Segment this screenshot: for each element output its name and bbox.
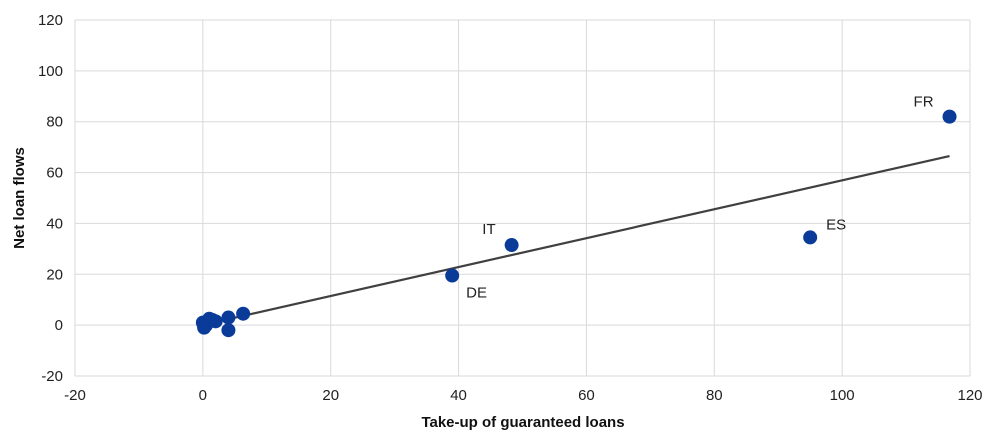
data-point [445, 268, 460, 283]
data-point [942, 109, 957, 124]
x-tick-label: 80 [706, 387, 723, 404]
x-tick-label: 40 [450, 387, 467, 404]
trend-line [202, 154, 950, 326]
x-tick-label: 20 [322, 387, 339, 404]
data-point [803, 230, 818, 245]
point-label: IT [482, 221, 495, 238]
x-tick-label: 0 [199, 387, 207, 404]
x-axis-ticks: -20 0 20 40 60 80 100 120 [64, 387, 982, 404]
y-tick-label: 100 [38, 63, 63, 80]
point-label: FR [914, 94, 934, 111]
data-point [221, 323, 236, 338]
y-tick-label: 40 [46, 215, 63, 232]
x-tick-label: 120 [957, 387, 982, 404]
x-tick-label: 60 [578, 387, 595, 404]
y-axis-ticks: -20 0 20 40 60 80 100 120 [38, 12, 63, 385]
data-point [221, 310, 236, 325]
y-tick-label: 0 [55, 317, 63, 334]
data-points [195, 109, 957, 338]
y-axis-title: Net loan flows [11, 147, 28, 249]
x-tick-label: -20 [64, 387, 86, 404]
x-axis-title: Take-up of guaranteed loans [421, 414, 624, 431]
x-tick-label: 100 [830, 387, 855, 404]
data-point [236, 306, 251, 321]
gridlines [74, 19, 971, 377]
y-tick-label: 120 [38, 12, 63, 29]
data-point [208, 314, 223, 329]
point-label: ES [826, 216, 846, 233]
data-point [504, 238, 519, 253]
y-tick-label: 60 [46, 165, 63, 182]
point-labels: DE IT ES FR [466, 94, 934, 302]
y-tick-label: 20 [46, 266, 63, 283]
y-tick-label: -20 [41, 368, 63, 385]
point-label: DE [466, 285, 487, 302]
y-tick-label: 80 [46, 114, 63, 131]
